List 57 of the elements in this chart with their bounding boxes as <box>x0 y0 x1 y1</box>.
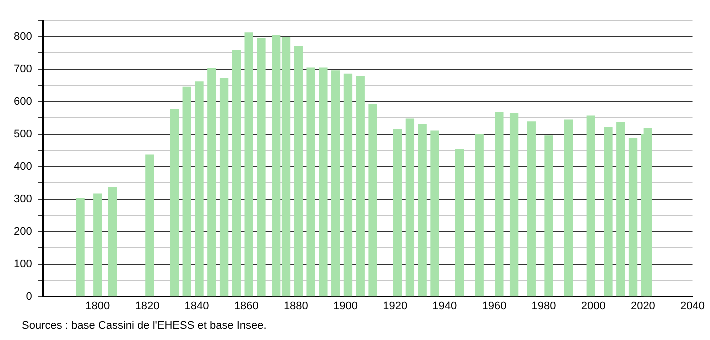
y-tick-label: 600 <box>14 96 32 108</box>
bar <box>344 74 353 297</box>
bar <box>294 46 303 297</box>
bar <box>616 122 626 297</box>
bar <box>356 76 365 297</box>
bar <box>475 134 484 297</box>
bar <box>564 120 574 297</box>
y-tick-label: 800 <box>14 30 32 43</box>
x-tick-label: 2040 <box>680 300 706 312</box>
x-tick-label: 1940 <box>432 300 458 312</box>
bar <box>455 149 464 297</box>
y-tick-label: 300 <box>14 193 32 206</box>
x-tick-label: 1980 <box>532 300 556 312</box>
bar <box>495 112 504 297</box>
x-tick-label: 1820 <box>135 300 160 312</box>
x-tick-label: 2000 <box>581 300 606 312</box>
x-tick-label: 2020 <box>630 300 656 312</box>
x-tick-label: 1840 <box>184 300 210 312</box>
bar <box>195 82 204 297</box>
bar <box>527 122 536 297</box>
y-tick-label: 500 <box>14 128 32 140</box>
x-tick-label: 1880 <box>284 300 308 312</box>
source-note: Sources : base Cassini de l'EHESS et base Insee. <box>22 320 268 332</box>
bar <box>604 128 613 297</box>
bar <box>208 68 216 297</box>
y-tick-label: 400 <box>14 160 32 173</box>
bar <box>170 108 180 297</box>
bar <box>76 198 85 297</box>
bar <box>393 129 402 297</box>
bar <box>146 154 154 297</box>
bar <box>418 124 427 297</box>
bar <box>244 32 254 297</box>
x-tick-label: 1800 <box>86 300 110 312</box>
bar <box>406 118 415 297</box>
bar <box>544 136 554 297</box>
bar <box>368 104 378 297</box>
y-tick-label: 700 <box>14 63 32 76</box>
bar <box>257 38 266 297</box>
y-tick-label: 100 <box>14 258 32 270</box>
bar <box>332 70 340 297</box>
bar <box>94 194 102 297</box>
bar <box>182 86 192 297</box>
x-tick-label: 1900 <box>334 300 358 312</box>
bar <box>232 50 242 297</box>
bar <box>628 138 638 297</box>
bar <box>306 68 316 297</box>
x-tick-label: 1960 <box>482 300 507 312</box>
x-tick-label: 1920 <box>383 300 408 312</box>
x-tick-label: 1860 <box>234 300 259 312</box>
bar <box>510 113 519 297</box>
bar <box>220 78 229 297</box>
bar <box>319 68 328 297</box>
bar <box>108 187 118 297</box>
bar <box>586 116 596 297</box>
bar <box>430 130 440 297</box>
y-tick-label: 0 <box>26 290 32 303</box>
y-tick-label: 200 <box>14 226 32 238</box>
